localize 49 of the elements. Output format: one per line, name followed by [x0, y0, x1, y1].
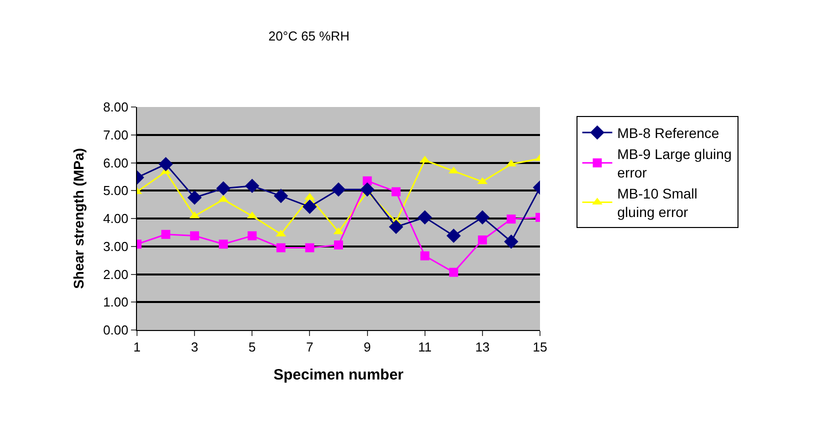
x-tick-label: 13	[475, 340, 490, 355]
x-axis-title: Specimen number	[273, 366, 404, 384]
point	[392, 187, 401, 196]
y-tick-label: 3.00	[103, 238, 128, 254]
legend-label: MB-10 Small gluing error	[617, 186, 698, 220]
point	[216, 181, 231, 196]
point	[302, 200, 317, 214]
point	[504, 234, 518, 249]
point	[331, 182, 346, 197]
y-axis-title: Shear strength (MPa)	[70, 148, 87, 289]
x-tick-label: 5	[248, 340, 256, 355]
point	[418, 210, 432, 225]
x-tick-label: 15	[532, 340, 548, 355]
y-tick-label: 6.00	[103, 155, 128, 170]
x-tick-label: 11	[418, 340, 432, 355]
x-tick-label: 9	[364, 340, 371, 355]
legend-label: MB-8 Reference	[617, 124, 720, 141]
point	[304, 192, 315, 200]
y-tick-label: 8.00	[103, 100, 128, 115]
point	[478, 235, 487, 244]
x-tick-label: 1	[133, 340, 141, 355]
y-tick-label: 4.00	[103, 211, 128, 226]
point	[187, 190, 202, 205]
legend-label: MB-9 Large gluing error	[617, 146, 732, 180]
point	[248, 231, 257, 240]
point	[190, 231, 200, 240]
point	[449, 268, 458, 277]
point	[274, 188, 288, 204]
point	[360, 182, 374, 197]
point	[161, 230, 170, 239]
point	[334, 240, 343, 250]
point	[276, 243, 286, 252]
point	[305, 243, 314, 252]
point	[506, 214, 516, 224]
x-tick-label: 3	[190, 340, 198, 355]
point	[218, 240, 228, 249]
point	[475, 210, 490, 225]
y-tick-label: 7.00	[103, 127, 128, 142]
point	[446, 228, 461, 243]
point	[388, 220, 404, 234]
point	[420, 251, 430, 260]
y-tick-label: 5.00	[103, 183, 128, 198]
y-tick-label: 2.00	[103, 266, 128, 282]
y-tick-label: 1.00	[103, 294, 128, 310]
point	[244, 178, 260, 194]
point	[158, 156, 173, 172]
x-tick-label: 7	[306, 340, 314, 355]
chart-title: 20°C 65 %RH	[268, 28, 350, 44]
y-tick-label: 0.00	[103, 322, 128, 338]
